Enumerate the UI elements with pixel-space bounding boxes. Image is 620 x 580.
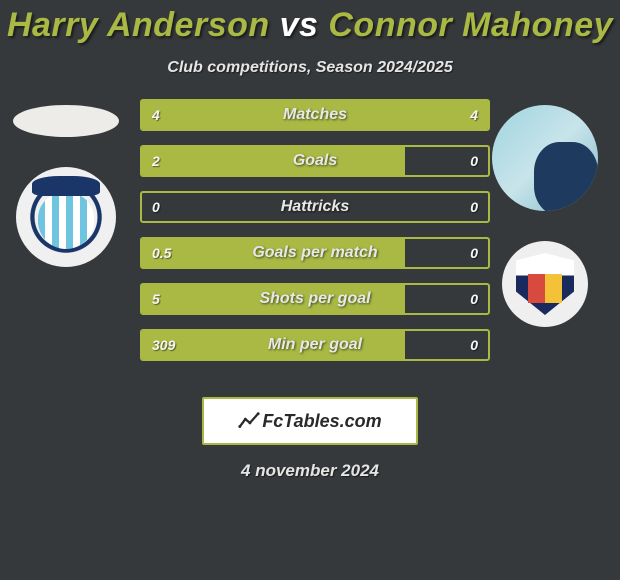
- left-player-column: [8, 105, 123, 267]
- comparison-title: Harry Anderson vs Connor Mahoney: [0, 0, 620, 45]
- stat-bar-left: [142, 285, 405, 313]
- stat-value-left: 0: [152, 199, 160, 215]
- stat-label: Hattricks: [142, 198, 488, 216]
- stat-row: 3090Min per goal: [140, 329, 490, 361]
- stat-value-left: 0.5: [152, 245, 171, 261]
- stat-value-right: 4: [470, 107, 478, 123]
- stat-row: 0 0Hattricks: [140, 191, 490, 223]
- stat-value-left: 5: [152, 291, 160, 307]
- stat-bar-right: [315, 101, 488, 129]
- stat-value-left: 4: [152, 107, 160, 123]
- stat-bar-left: [142, 239, 405, 267]
- stat-value-right: 0: [470, 291, 478, 307]
- stat-bar-left: [142, 101, 315, 129]
- stat-row: 20Goals: [140, 145, 490, 177]
- stat-value-left: 2: [152, 153, 160, 169]
- source-badge-text: FcTables.com: [262, 411, 381, 432]
- stat-row: 0.50Goals per match: [140, 237, 490, 269]
- player1-avatar-placeholder: [13, 105, 119, 137]
- source-badge[interactable]: FcTables.com: [202, 397, 418, 445]
- title-player1: Harry Anderson: [7, 6, 270, 44]
- stat-row: 50Shots per goal: [140, 283, 490, 315]
- stat-bar-left: [142, 331, 405, 359]
- right-player-column: [490, 105, 600, 327]
- player1-club-badge: [16, 167, 116, 267]
- stat-value-right: 0: [470, 199, 478, 215]
- title-vs: vs: [280, 6, 319, 44]
- stat-value-right: 0: [470, 337, 478, 353]
- player2-club-badge: [502, 241, 588, 327]
- stat-bar-left: [142, 147, 405, 175]
- comparison-content: 44Matches20Goals00Hattricks0.50Goals per…: [0, 105, 620, 385]
- player2-avatar: [492, 105, 598, 211]
- subtitle: Club competitions, Season 2024/2025: [0, 59, 620, 77]
- stat-bars-container: 44Matches20Goals00Hattricks0.50Goals per…: [140, 99, 490, 375]
- stat-value-left: 309: [152, 337, 175, 353]
- chart-line-icon: [238, 410, 260, 432]
- title-player2: Connor Mahoney: [328, 6, 613, 44]
- stat-value-right: 0: [470, 245, 478, 261]
- snapshot-date: 4 november 2024: [0, 461, 620, 481]
- stat-row: 44Matches: [140, 99, 490, 131]
- stat-value-right: 0: [470, 153, 478, 169]
